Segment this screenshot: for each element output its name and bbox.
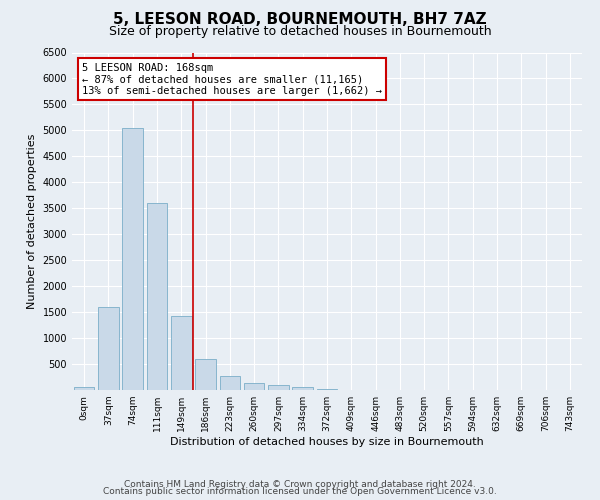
Y-axis label: Number of detached properties: Number of detached properties [27,134,37,309]
Bar [171,316,191,390]
Text: Contains public sector information licensed under the Open Government Licence v3: Contains public sector information licen… [103,487,497,496]
Bar [195,359,216,390]
Bar [220,376,240,390]
Bar [244,383,265,390]
Text: Size of property relative to detached houses in Bournemouth: Size of property relative to detached ho… [109,25,491,38]
Text: Contains HM Land Registry data © Crown copyright and database right 2024.: Contains HM Land Registry data © Crown c… [124,480,476,489]
Bar [98,307,119,390]
Text: 5, LEESON ROAD, BOURNEMOUTH, BH7 7AZ: 5, LEESON ROAD, BOURNEMOUTH, BH7 7AZ [113,12,487,28]
X-axis label: Distribution of detached houses by size in Bournemouth: Distribution of detached houses by size … [170,437,484,447]
Bar [268,386,289,390]
Bar [74,388,94,390]
Bar [122,128,143,390]
Bar [146,203,167,390]
Bar [317,389,337,390]
Text: 5 LEESON ROAD: 168sqm
← 87% of detached houses are smaller (11,165)
13% of semi-: 5 LEESON ROAD: 168sqm ← 87% of detached … [82,62,382,96]
Bar [292,387,313,390]
